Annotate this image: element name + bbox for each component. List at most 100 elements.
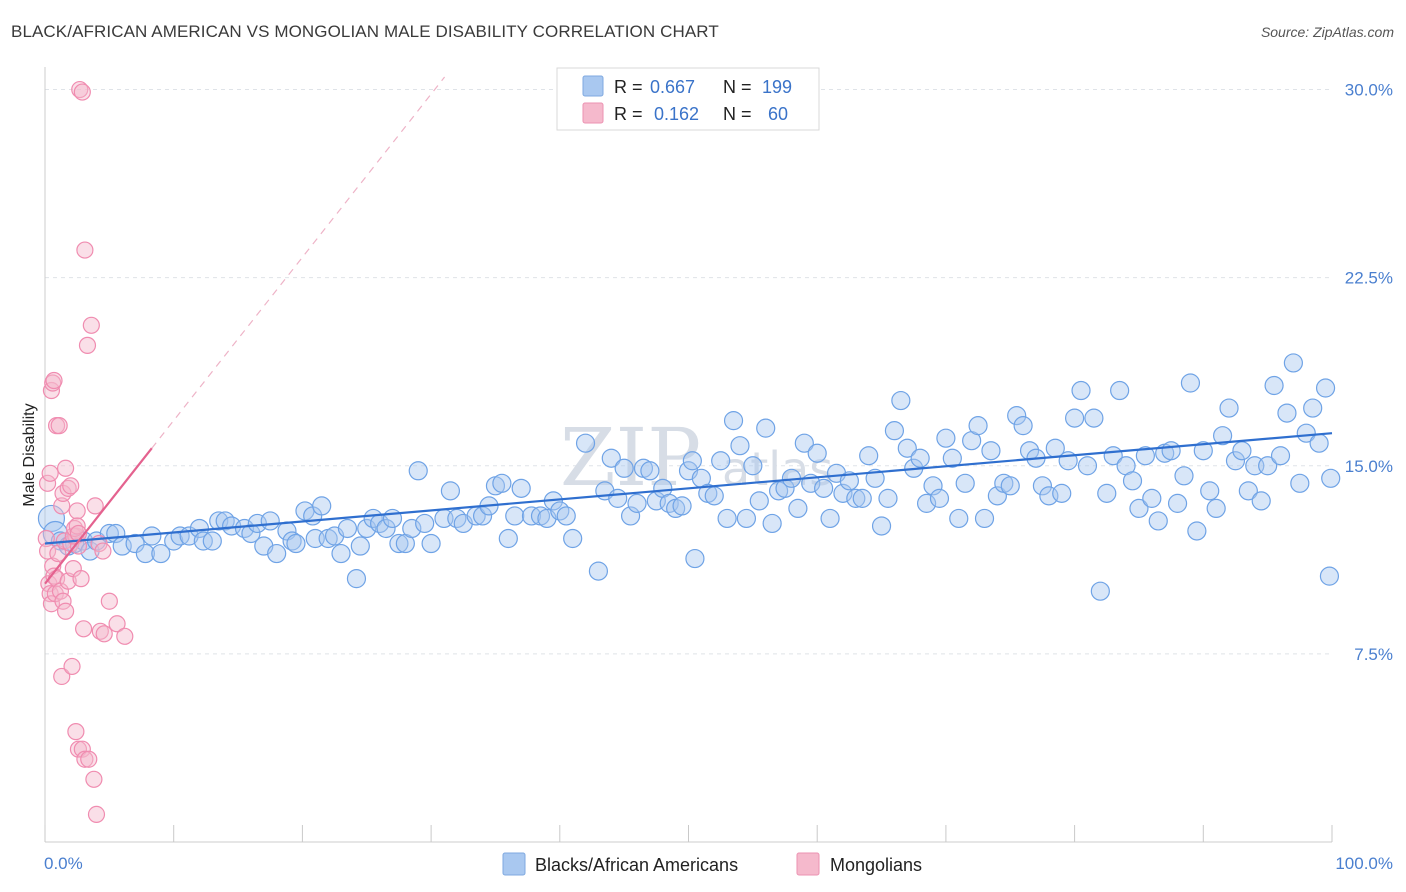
mongolians-point [41, 464, 59, 482]
blacks-point [736, 508, 757, 529]
bottom-legend-label-pink: Mongolians [830, 855, 922, 875]
blacks-point [608, 488, 628, 508]
blacks-point [974, 508, 995, 529]
blacks-point [408, 461, 428, 481]
blacks-point [346, 569, 367, 589]
mongolians-point [108, 615, 126, 633]
blacks-trend-line [44, 432, 1333, 545]
blacks-point [682, 451, 702, 471]
blacks-point [833, 483, 853, 503]
blacks-point [357, 518, 377, 539]
blacks-point [1296, 423, 1316, 443]
blacks-point [743, 456, 763, 476]
y-tick-label: 7.5% [1354, 645, 1393, 664]
blacks-point [1135, 446, 1155, 466]
blacks-point [807, 443, 827, 463]
source-credit: Source: ZipAtlas.com [1260, 24, 1394, 40]
blacks-point [563, 528, 583, 549]
mongolians-point [54, 592, 72, 610]
mongolians-point [59, 479, 77, 497]
legend-n-value-1: 199 [762, 77, 792, 97]
blacks-point [788, 498, 808, 519]
blacks-point [704, 486, 724, 506]
blacks-point [1232, 441, 1252, 461]
blacks-point [711, 451, 731, 471]
blacks-point [492, 473, 512, 493]
blacks-point [1238, 481, 1258, 501]
blacks-point [209, 511, 229, 531]
mongolians-point [116, 627, 134, 645]
legend-r-value-1: 0.667 [650, 77, 695, 97]
blacks-point [672, 496, 692, 516]
blacks-point [1013, 416, 1033, 436]
blacks-point [421, 533, 441, 554]
blacks-point [202, 531, 222, 551]
blacks-point [1270, 446, 1291, 466]
mongolians-point [87, 805, 106, 824]
blacks-point [376, 518, 396, 539]
mongolians-point [73, 740, 91, 758]
mongolians-point [82, 316, 100, 334]
blacks-point [884, 421, 905, 441]
blacks-point [936, 428, 956, 448]
blacks-point [234, 518, 255, 539]
x-tick-label: 100.0% [1335, 854, 1393, 873]
blacks-point [135, 543, 155, 564]
blacks-point [1071, 380, 1091, 401]
blacks-point [730, 436, 750, 456]
blacks-point [1193, 441, 1213, 461]
mongolians-point [94, 542, 112, 560]
blacks-point [415, 513, 435, 534]
blacks-point [1097, 483, 1117, 503]
mongolians-point [53, 497, 71, 515]
blacks-point [749, 491, 769, 511]
blacks-point [1251, 491, 1271, 511]
blacks-point [1213, 426, 1233, 446]
blacks-point [846, 488, 866, 508]
blacks-point [987, 486, 1007, 506]
blacks-point [1090, 581, 1110, 601]
mongolians-point [100, 592, 118, 610]
blacks-point [550, 501, 570, 521]
blacks-point [1303, 398, 1323, 418]
mongolians-point [63, 657, 81, 676]
mongolians-point [69, 740, 88, 758]
blacks-point [910, 448, 930, 468]
x-tick-labels: 0.0% 100.0% [44, 854, 1393, 873]
grid-lines [45, 89, 1332, 655]
axes [44, 67, 1333, 843]
blacks-point [968, 416, 988, 436]
legend-swatch-pink [582, 102, 604, 124]
mongolians-point [50, 417, 68, 435]
mongolians-point [73, 83, 91, 101]
y-tick-label: 30.0% [1345, 81, 1393, 100]
legend-n-label-1: N = [723, 77, 752, 97]
blacks-point [1319, 566, 1340, 586]
blacks-point [575, 433, 596, 453]
legend-n-label-2: N = [723, 104, 752, 124]
blacks-point [215, 511, 235, 531]
blacks-point [267, 543, 287, 564]
blacks-point [389, 533, 409, 554]
blacks-point [286, 533, 306, 554]
blacks-point [125, 533, 145, 554]
blacks-point [820, 508, 840, 529]
mongolians-point [71, 80, 89, 99]
mongolians-point [76, 750, 94, 768]
mongolians-point [85, 770, 103, 788]
blacks-point [1315, 378, 1336, 398]
blacks-point [614, 458, 634, 478]
legend-r-label-2: R = [614, 104, 643, 124]
y-tick-label: 22.5% [1345, 269, 1393, 288]
blacks-point [620, 506, 641, 526]
blacks-point [1321, 468, 1341, 488]
blacks-point [1258, 456, 1278, 476]
mongolians-point [45, 371, 63, 390]
blacks-point [1187, 521, 1207, 541]
data-points [37, 80, 1341, 824]
mongolians-point [56, 459, 75, 477]
blacks-point [601, 448, 621, 468]
blacks-point [1148, 511, 1168, 531]
mongolians-point [59, 572, 77, 590]
